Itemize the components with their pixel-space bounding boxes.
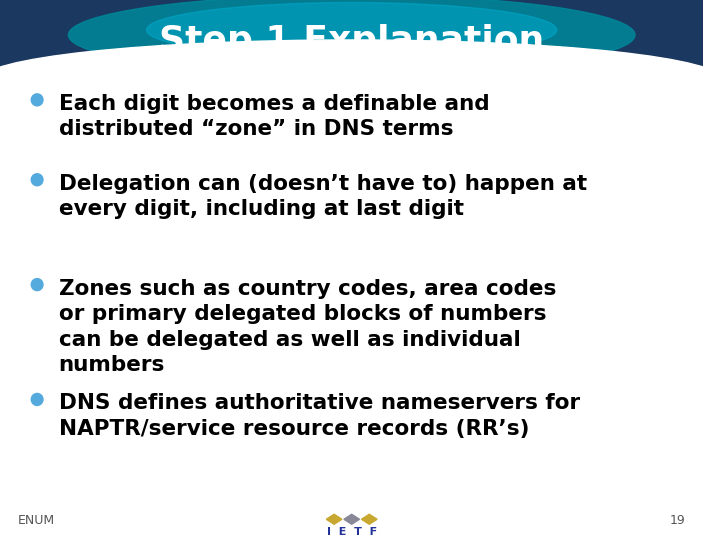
Ellipse shape bbox=[0, 40, 720, 120]
Circle shape bbox=[31, 174, 43, 186]
Text: Delegation can (doesn’t have to) happen at
every digit, including at last digit: Delegation can (doesn’t have to) happen … bbox=[58, 174, 587, 219]
Text: I  E  T  F: I E T F bbox=[327, 527, 377, 537]
Text: Each digit becomes a definable and
distributed “zone” in DNS terms: Each digit becomes a definable and distr… bbox=[58, 94, 489, 139]
Polygon shape bbox=[326, 514, 342, 524]
Text: Step 1 Explanation: Step 1 Explanation bbox=[159, 24, 544, 58]
Ellipse shape bbox=[68, 0, 635, 75]
Ellipse shape bbox=[147, 3, 557, 57]
Text: DNS defines authoritative nameservers for
NAPTR/service resource records (RR’s): DNS defines authoritative nameservers fo… bbox=[58, 394, 580, 439]
Circle shape bbox=[31, 394, 43, 406]
Circle shape bbox=[31, 94, 43, 106]
Bar bbox=[0, 0, 703, 90]
Polygon shape bbox=[344, 514, 359, 524]
Circle shape bbox=[31, 279, 43, 291]
Text: ENUM: ENUM bbox=[17, 514, 55, 527]
Text: 19: 19 bbox=[670, 514, 685, 527]
Text: Zones such as country codes, area codes
or primary delegated blocks of numbers
c: Zones such as country codes, area codes … bbox=[58, 279, 556, 375]
Polygon shape bbox=[361, 514, 377, 524]
